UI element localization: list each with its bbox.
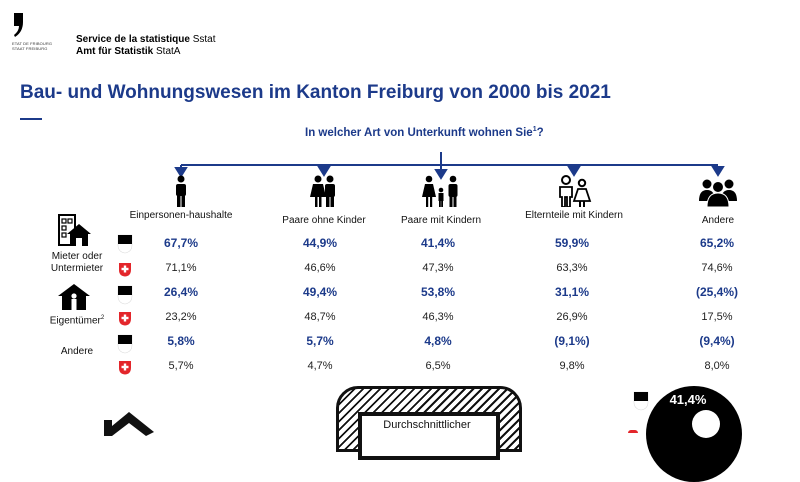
fribourg-flag-icon <box>117 285 133 305</box>
value-fribourg-r2-c3: (9,1%) <box>554 334 590 348</box>
value-schweiz-r2-c4: 8,0% <box>704 360 730 372</box>
fribourg-flag-icon <box>633 391 649 411</box>
single-person-icon <box>176 175 186 207</box>
value-fribourg-r1-c3: 31,1% <box>554 285 590 299</box>
column-label-einpersonen: Einpersonen-haushalte <box>129 210 233 221</box>
value-fribourg-r1-c2: 53,8% <box>420 285 456 299</box>
value-fribourg-r2-c2: 4,8% <box>424 334 452 348</box>
owner-house-icon <box>58 284 90 310</box>
fribourg-flag-icon <box>117 234 133 254</box>
row-label-eigentuemer-text: Eigentümer <box>49 315 101 327</box>
swiss-flag-icon <box>119 263 131 277</box>
value-schweiz-r2-c1: 4,7% <box>307 360 333 372</box>
column-label-paare-ohne-kinder: Paare ohne Kinder <box>282 215 366 226</box>
question-text: In welcher Art von Unterkunft wohnen Sie <box>305 126 533 139</box>
family-icon <box>422 175 458 207</box>
value-schweiz-r2-c2: 6,5% <box>425 360 451 372</box>
value-schweiz-r0-c0: 71,1% <box>165 262 197 274</box>
value-schweiz-r1-c1: 48,7% <box>304 311 336 323</box>
row-label-eigentuemer-footnote: 2 <box>100 315 105 321</box>
value-schweiz-r0-c2: 47,3% <box>422 262 454 274</box>
value-schweiz-r2-c0: 5,7% <box>168 360 194 372</box>
org-de-abbr: StatA <box>156 46 181 57</box>
swiss-flag-icon <box>119 361 131 375</box>
logo-line-2: STAAT FREIBURG <box>12 46 48 51</box>
column-label-elternteile: Elternteile mit Kindern <box>525 210 623 221</box>
value-schweiz-r1-c3: 26,9% <box>556 311 588 323</box>
question-heading: In welcher Art von Unterkunft wohnen Sie… <box>305 126 544 139</box>
swiss-flag-icon <box>119 312 131 326</box>
fribourg-logo-icon <box>14 13 23 37</box>
arrow-paare-ohne <box>317 166 331 177</box>
donut-hole <box>692 410 720 438</box>
value-fribourg-r2-c1: 5,7% <box>306 334 334 348</box>
org-fr-name: Service de la statistique <box>76 34 190 45</box>
value-fribourg-r0-c1: 44,9% <box>302 236 338 250</box>
row-label-eigentuemer: Eigentümer2 <box>42 312 112 327</box>
logo-line-1: ETAT DE FRIBOURG <box>12 41 53 46</box>
arrow-paare-mit <box>434 169 448 180</box>
couple-icon <box>310 175 335 207</box>
value-fribourg-r0-c2: 41,4% <box>420 236 456 250</box>
parent-child-icon <box>559 175 592 207</box>
column-label-andere: Andere <box>701 215 735 226</box>
title-underline <box>20 118 42 120</box>
donut-value: 41,4% <box>669 392 707 407</box>
value-fribourg-r2-c4: (9,4%) <box>699 334 735 348</box>
logo-caption: ETAT DE FRIBOURG STAAT FREIBURG <box>12 41 52 51</box>
arrow-einpersonen <box>174 167 188 178</box>
value-fribourg-r0-c3: 59,9% <box>554 236 590 250</box>
value-schweiz-r0-c4: 74,6% <box>701 262 733 274</box>
house-roof-icon <box>104 412 154 436</box>
arrow-elternteile <box>567 166 581 177</box>
value-schweiz-r0-c3: 63,3% <box>556 262 588 274</box>
value-schweiz-r1-c4: 17,5% <box>701 311 733 323</box>
average-box-label: Durchschnittlicher <box>383 419 471 431</box>
row-label-andere: Andere <box>60 346 94 357</box>
value-fribourg-r2-c0: 5,8% <box>167 334 195 348</box>
apartment-house-icon <box>58 214 91 246</box>
column-label-paare-mit-kindern: Paare mit Kindern <box>400 215 482 226</box>
value-fribourg-r1-c4: (25,4%) <box>695 285 739 299</box>
value-fribourg-r0-c0: 67,7% <box>163 236 199 250</box>
row-label-mieter: Mieter oder Untermieter <box>50 251 104 274</box>
org-fr-abbr: Sstat <box>192 34 216 45</box>
value-schweiz-r2-c3: 9,8% <box>559 360 585 372</box>
swiss-flag-icon <box>628 430 638 433</box>
question-suffix: ? <box>536 126 544 139</box>
org-de-name: Amt für Statistik <box>76 46 154 57</box>
organization-name: Service de la statistique Sstat Amt für … <box>76 34 216 58</box>
category-connector <box>174 152 725 180</box>
arrow-andere <box>711 166 725 177</box>
value-schweiz-r0-c1: 46,6% <box>304 262 336 274</box>
question-footnote: 1 <box>532 126 537 133</box>
fribourg-flag-icon <box>117 334 133 354</box>
group-icon <box>699 179 737 207</box>
page-title: Bau- und Wohnungswesen im Kanton Freibur… <box>20 82 611 103</box>
value-fribourg-r1-c0: 26,4% <box>163 285 199 299</box>
value-fribourg-r1-c1: 49,4% <box>302 285 338 299</box>
value-schweiz-r1-c0: 23,2% <box>165 311 197 323</box>
value-fribourg-r0-c4: 65,2% <box>699 236 735 250</box>
value-schweiz-r1-c2: 46,3% <box>422 311 454 323</box>
